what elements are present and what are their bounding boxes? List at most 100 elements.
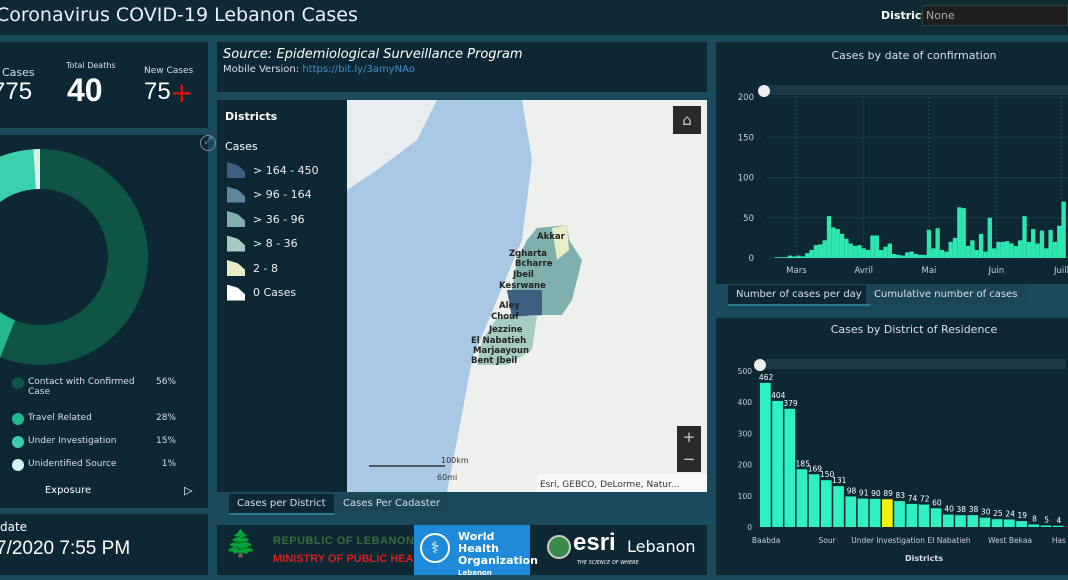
daily-bar[interactable] xyxy=(835,229,840,258)
daily-bar[interactable] xyxy=(792,256,797,258)
district-bar[interactable] xyxy=(1052,525,1064,527)
district-bar[interactable] xyxy=(1040,525,1052,527)
daily-bar[interactable] xyxy=(883,246,888,258)
daily-bar[interactable] xyxy=(961,208,966,258)
daily-bar[interactable] xyxy=(870,235,875,258)
daily-bar[interactable] xyxy=(913,253,919,258)
district-bar[interactable] xyxy=(930,508,942,527)
zoom-in-button[interactable]: + xyxy=(682,428,696,446)
donut-slice[interactable] xyxy=(0,149,149,365)
exposure-legend-item[interactable]: Under Investigation 15% xyxy=(12,436,202,448)
zoom-out-button[interactable]: − xyxy=(682,450,696,468)
daily-chart-tab[interactable]: Cumulative number of cases xyxy=(866,285,1026,304)
daily-bar[interactable] xyxy=(1018,240,1023,258)
daily-bar[interactable] xyxy=(905,252,910,258)
daily-bar[interactable] xyxy=(839,233,845,258)
daily-bar[interactable] xyxy=(878,249,884,258)
daily-bar[interactable] xyxy=(991,248,997,258)
daily-bar[interactable] xyxy=(1026,241,1032,258)
daily-bar[interactable] xyxy=(896,254,901,258)
district-bar[interactable] xyxy=(845,496,857,527)
district-bar[interactable] xyxy=(943,514,954,527)
home-button[interactable]: ⌂ xyxy=(673,106,701,134)
daily-bar[interactable] xyxy=(939,249,945,258)
daily-bar[interactable] xyxy=(822,240,827,258)
daily-bar[interactable] xyxy=(922,254,927,258)
daily-bar[interactable] xyxy=(918,254,923,258)
daily-bar[interactable] xyxy=(809,249,814,258)
daily-bar[interactable] xyxy=(779,257,784,258)
daily-bar[interactable] xyxy=(857,245,862,258)
daily-bar[interactable] xyxy=(1022,216,1027,258)
daily-bar[interactable] xyxy=(861,248,866,258)
range-slider-handle[interactable] xyxy=(754,359,766,371)
daily-bar[interactable] xyxy=(987,217,992,258)
daily-bar[interactable] xyxy=(1044,248,1049,258)
map-tab[interactable]: Cases Per Cadaster xyxy=(335,494,448,513)
range-slider-track[interactable] xyxy=(766,359,1066,369)
daily-bar[interactable] xyxy=(774,257,780,258)
daily-bar[interactable] xyxy=(996,241,1001,258)
daily-bar[interactable] xyxy=(892,253,897,258)
daily-bar[interactable] xyxy=(1031,229,1036,258)
daily-bar[interactable] xyxy=(1035,243,1040,258)
district-bar[interactable] xyxy=(796,469,808,527)
daily-bar[interactable] xyxy=(1004,241,1010,258)
district-bar[interactable] xyxy=(894,501,905,527)
exposure-legend-item[interactable]: Contact with Confirmed Case 56% xyxy=(12,377,202,397)
district-bar[interactable] xyxy=(1028,524,1040,527)
daily-bar[interactable] xyxy=(887,243,893,258)
daily-bar[interactable] xyxy=(818,244,823,258)
daily-bar[interactable] xyxy=(805,253,810,258)
daily-bar[interactable] xyxy=(983,251,988,258)
daily-bar[interactable] xyxy=(965,245,971,258)
daily-bar[interactable] xyxy=(848,243,853,258)
daily-bar[interactable] xyxy=(1009,243,1014,258)
range-slider-track[interactable] xyxy=(766,85,1068,95)
daily-bar[interactable] xyxy=(948,241,953,258)
daily-bar[interactable] xyxy=(826,216,832,258)
mobile-version-link[interactable]: https://bit.ly/3amyNAo xyxy=(302,64,415,75)
daily-bar[interactable] xyxy=(970,240,975,258)
daily-bar[interactable] xyxy=(787,255,793,258)
daily-bar[interactable] xyxy=(844,238,849,258)
daily-bar[interactable] xyxy=(935,228,940,258)
district-bar[interactable] xyxy=(760,382,771,527)
daily-bar[interactable] xyxy=(957,207,962,258)
daily-chart-tab[interactable]: Number of cases per day xyxy=(728,285,870,306)
daily-bar[interactable] xyxy=(796,255,801,258)
district-bar[interactable] xyxy=(967,515,979,527)
map-tab[interactable]: Cases per District xyxy=(229,494,334,515)
district-bar[interactable] xyxy=(918,504,930,527)
daily-bar[interactable] xyxy=(978,233,984,258)
daily-bar[interactable] xyxy=(1000,241,1005,258)
donut-slice[interactable] xyxy=(0,199,15,358)
district-bar[interactable] xyxy=(869,498,881,527)
daily-bar[interactable] xyxy=(1052,241,1058,258)
exposure-legend-item[interactable]: Unidentified Source 1% xyxy=(12,459,202,471)
district-bar[interactable] xyxy=(833,486,844,527)
daily-bar[interactable] xyxy=(900,255,906,258)
next-arrow-icon[interactable]: ▷ xyxy=(184,484,193,497)
district-bar[interactable] xyxy=(906,503,918,527)
district-bar[interactable] xyxy=(808,474,820,527)
district-bar[interactable] xyxy=(1016,521,1027,527)
district-bar[interactable] xyxy=(1004,519,1015,527)
district-bar[interactable] xyxy=(991,519,1003,527)
district-bar[interactable] xyxy=(882,499,893,527)
daily-bar[interactable] xyxy=(800,256,806,258)
daily-bar[interactable] xyxy=(852,245,858,258)
donut-slice[interactable] xyxy=(33,149,40,190)
daily-bar[interactable] xyxy=(813,245,819,258)
district-bar[interactable] xyxy=(979,517,991,527)
daily-bar[interactable] xyxy=(952,237,958,258)
district-select[interactable]: None xyxy=(922,5,1068,26)
exposure-legend-item[interactable]: Travel Related 28% xyxy=(12,413,202,425)
daily-bar[interactable] xyxy=(831,227,836,258)
district-bar[interactable] xyxy=(857,498,869,527)
district-bar[interactable] xyxy=(821,480,832,527)
donut-slice[interactable] xyxy=(0,149,36,220)
daily-bar[interactable] xyxy=(909,251,914,258)
daily-bar[interactable] xyxy=(1039,230,1045,258)
